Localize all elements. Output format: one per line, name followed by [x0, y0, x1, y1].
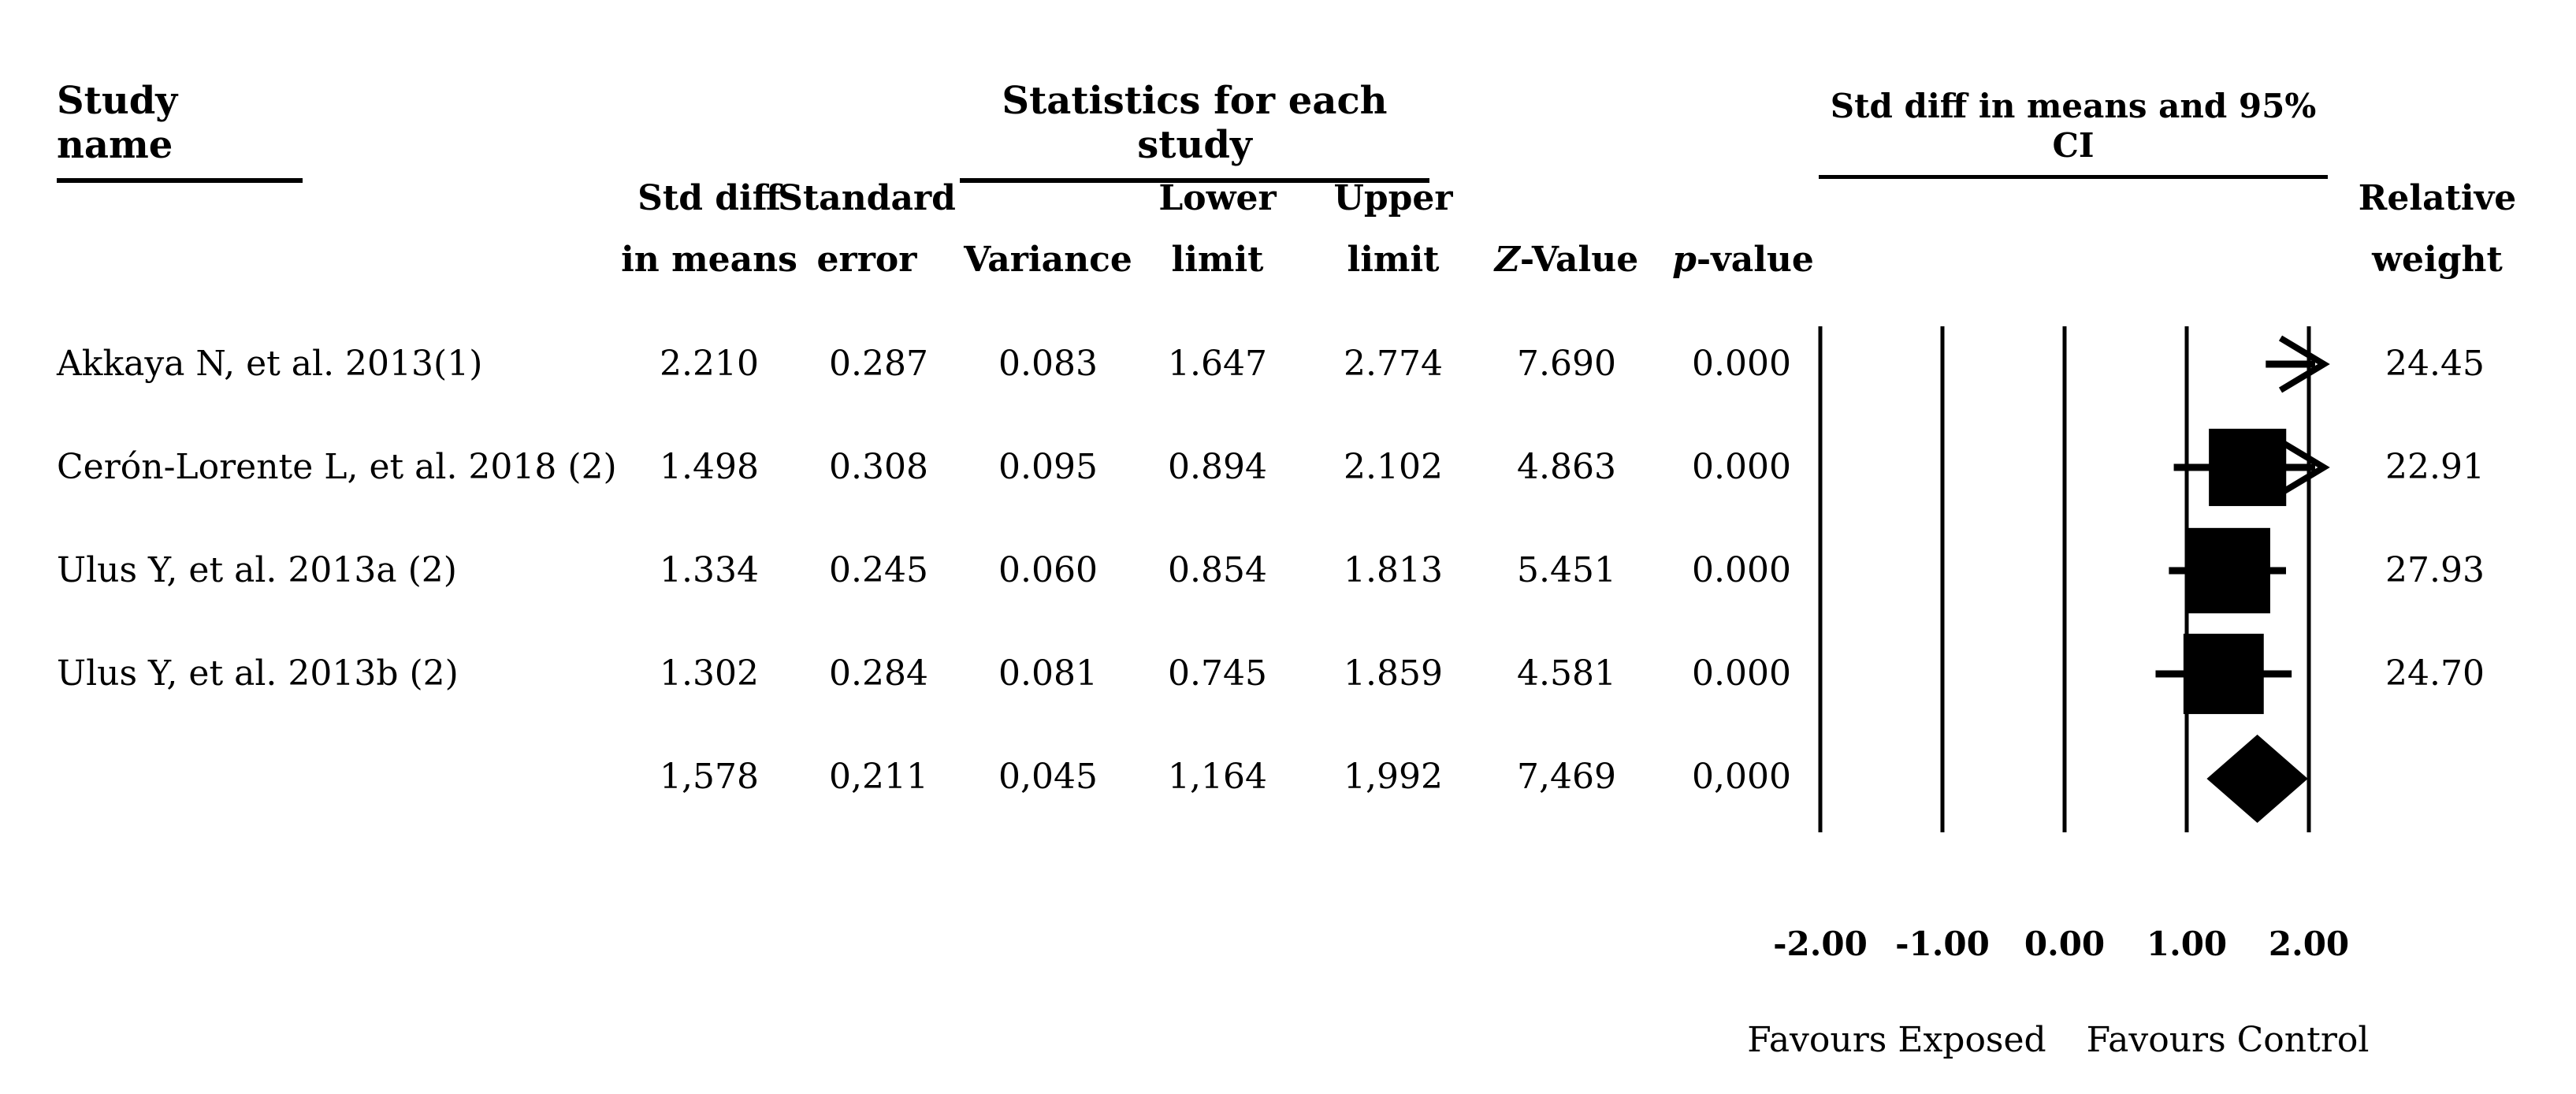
summary-diamond — [2206, 735, 2308, 823]
std-err-value: 0.245 — [829, 550, 928, 590]
relative-weight-value: 24.45 — [2385, 344, 2485, 384]
study-name: Ulus Y, et al. 2013a (2) — [57, 550, 457, 590]
summary-variance-value: 0,045 — [998, 757, 1098, 797]
x-tick-label: -1.00 — [1895, 925, 1990, 963]
summary-std-diff-value: 1,578 — [660, 757, 759, 797]
z-value: 7.690 — [1517, 344, 1616, 384]
col-header-upper-line2: limit — [1347, 240, 1440, 280]
z-value-rest: -Value — [1519, 240, 1639, 280]
variance-value: 0.083 — [998, 344, 1098, 384]
relative-weight-value: 27.93 — [2385, 550, 2485, 590]
col-header-relative-weight-line2: weight — [2372, 240, 2503, 280]
col-header-std-diff-line1: Std diff — [637, 178, 781, 218]
x-tick-label: 0.00 — [2024, 925, 2106, 963]
col-header-upper-line1: Upper — [1333, 178, 1453, 218]
statistics-section-title: Statistics for each study — [960, 79, 1429, 183]
std-diff-value: 1.498 — [660, 447, 759, 487]
effect-size-square — [2209, 428, 2287, 507]
col-header-p-value: p-value — [1633, 236, 1853, 284]
col-header-lower-line2: limit — [1171, 240, 1264, 280]
std-err-value: 0.284 — [829, 653, 928, 694]
study-name: Cerón-Lorente L, et al. 2018 (2) — [57, 447, 617, 487]
upper-limit-value: 1.813 — [1344, 550, 1443, 590]
study-name-column-title: Study name — [57, 79, 303, 183]
x-tick-label: 1.00 — [2146, 925, 2228, 963]
p-value: 0.000 — [1692, 550, 1791, 590]
col-header-standard-error-line2: error — [816, 240, 917, 280]
study-name: Akkaya N, et al. 2013(1) — [57, 344, 483, 384]
summary-upper-limit-value: 1,992 — [1344, 757, 1443, 797]
p-value: 0.000 — [1692, 653, 1791, 694]
variance-value: 0.060 — [998, 550, 1098, 590]
x-tick-label: -2.00 — [1773, 925, 1868, 963]
variance-value: 0.081 — [998, 653, 1098, 694]
z-value: 5.451 — [1517, 550, 1616, 590]
favours-exposed-label: Favours Exposed — [1747, 1020, 2046, 1060]
std-diff-value: 1.334 — [660, 550, 759, 590]
study-name: Ulus Y, et al. 2013b (2) — [57, 653, 459, 694]
col-header-z-value: Z-Value — [1456, 236, 1677, 284]
lower-limit-value: 0.854 — [1168, 550, 1267, 590]
summary-z-value: 7,469 — [1517, 757, 1616, 797]
p-value-italic-letter: p — [1672, 240, 1697, 280]
upper-limit-value: 2.102 — [1344, 447, 1443, 487]
upper-limit-value: 2.774 — [1344, 344, 1443, 384]
std-diff-value: 2.210 — [660, 344, 759, 384]
col-header-standard-error-line1: Standard — [778, 178, 956, 218]
lower-limit-value: 0.745 — [1168, 653, 1267, 694]
effect-size-square — [2183, 634, 2264, 714]
z-value-italic-letter: Z — [1494, 240, 1520, 280]
col-header-lower-line1: Lower — [1158, 178, 1277, 218]
summary-p-value: 0,000 — [1692, 757, 1791, 797]
effect-size-square — [2184, 527, 2270, 614]
favours-control-label: Favours Control — [2086, 1020, 2370, 1060]
summary-lower-limit-value: 1,164 — [1168, 757, 1267, 797]
p-value: 0.000 — [1692, 447, 1791, 487]
arrow-right-icon — [2278, 438, 2330, 497]
col-header-relative-weight-line1: Relative — [2358, 178, 2517, 218]
col-header-variance: Variance — [964, 240, 1132, 280]
relative-weight-value: 24.70 — [2385, 653, 2485, 694]
p-value-rest: -value — [1696, 240, 1814, 280]
ci-section-title: Std diff in means and 95% CI — [1819, 87, 2328, 179]
p-value: 0.000 — [1692, 344, 1791, 384]
variance-value: 0.095 — [998, 447, 1098, 487]
std-err-value: 0.287 — [829, 344, 928, 384]
arrow-right-icon — [2278, 335, 2330, 393]
lower-limit-value: 1.647 — [1168, 344, 1267, 384]
upper-limit-value: 1.859 — [1344, 653, 1443, 694]
x-tick-label: 2.00 — [2268, 925, 2350, 963]
col-header-std-diff-line2: in means — [621, 240, 797, 280]
z-value: 4.863 — [1517, 447, 1616, 487]
relative-weight-value: 22.91 — [2385, 447, 2485, 487]
z-value: 4.581 — [1517, 653, 1616, 694]
summary-std-err-value: 0,211 — [829, 757, 928, 797]
std-diff-value: 1.302 — [660, 653, 759, 694]
lower-limit-value: 0.894 — [1168, 447, 1267, 487]
std-err-value: 0.308 — [829, 447, 928, 487]
